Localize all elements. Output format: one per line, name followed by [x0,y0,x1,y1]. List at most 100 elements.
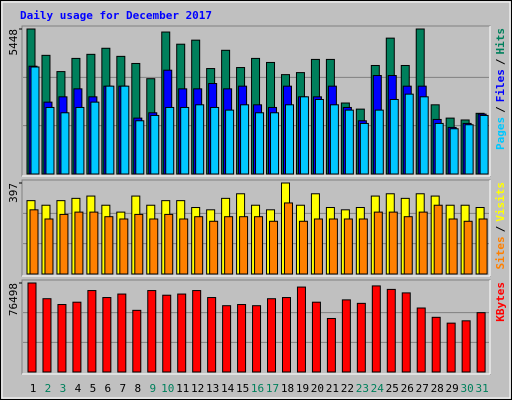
y-tick-label: 76498 [7,283,20,316]
bar [29,209,39,275]
legend-separator: / [494,58,507,65]
bar [105,85,115,175]
bar [165,106,175,175]
x-tick-label: 22 [341,382,354,395]
bar [284,104,294,175]
bar [433,204,443,275]
bar [164,213,174,275]
x-tick-label: 19 [296,382,309,395]
bar [374,109,384,175]
bar [194,216,204,275]
bar [59,213,69,275]
x-tick-label: 8 [134,382,141,395]
bar [449,128,459,175]
bar [150,114,160,175]
bar [240,104,250,175]
bar [463,220,473,275]
legend-entry: Hits [494,28,507,55]
bar [479,114,489,175]
bar [119,218,129,275]
bar [311,301,321,373]
x-tick-label: 7 [120,382,127,395]
bar [464,124,474,175]
bar [57,304,67,373]
bar [298,220,308,275]
y-tick-label: 397 [7,183,20,203]
bar [328,218,338,275]
x-tick-label: 9 [149,382,156,395]
x-tick-label: 15 [236,382,249,395]
bar [90,101,100,175]
bar [358,218,368,275]
legend-separator: / [494,106,507,113]
bar [72,301,82,373]
legend-entry: Sites [494,236,507,269]
legend: KBytes [494,282,507,322]
legend: Sites / Visits [494,182,507,270]
legend-entry: Files [494,69,507,102]
bar [371,285,381,373]
bar [254,216,264,275]
legend-entry: Visits [494,182,507,222]
legend: Pages / Files / Hits [494,28,507,150]
bar [147,290,157,373]
x-tick-label: 5 [90,382,97,395]
bar [403,216,413,275]
bar [239,216,249,275]
bar [104,216,114,275]
x-tick-label: 31 [475,382,488,395]
bar [296,286,306,373]
x-tick-label: 18 [281,382,294,395]
bar [192,290,202,373]
bar [207,297,217,373]
bar [224,216,234,275]
x-tick-label: 13 [206,382,219,395]
bar [195,104,205,175]
bar [314,98,324,175]
bar [267,298,277,373]
bar [359,122,369,175]
x-tick-label: 24 [371,382,385,395]
bar [344,109,354,175]
bar [89,211,99,275]
bar [270,112,280,175]
bar [225,109,235,175]
bar [209,220,219,275]
bar [416,307,426,373]
bar [434,122,444,175]
bar [448,218,458,275]
x-tick-label: 12 [191,382,204,395]
x-tick-label: 6 [105,382,112,395]
bar [476,312,486,373]
bar [461,320,471,373]
bar [179,218,189,275]
x-tick-label: 11 [176,382,189,395]
bar [446,322,456,373]
x-tick-label: 1 [30,382,37,395]
bar [404,93,414,175]
legend-entry: Pages [494,117,507,150]
bar [329,104,339,175]
x-tick-label: 23 [356,382,369,395]
bar [30,66,40,175]
bar [431,316,441,373]
bar [177,293,187,373]
legend-separator: / [494,225,507,232]
x-tick-label: 2 [45,382,52,395]
bar [281,297,291,373]
bar [75,106,85,175]
chart-title: Daily usage for December 2017 [20,9,212,22]
x-tick-label: 14 [221,382,235,395]
bar [117,293,127,373]
bar [180,106,190,175]
bar [87,290,97,373]
bar [74,211,84,275]
bar [102,297,112,373]
bar [135,120,145,175]
x-tick-label: 4 [75,382,82,395]
bar [373,211,383,275]
x-tick-label: 28 [431,382,444,395]
bar [299,96,309,175]
